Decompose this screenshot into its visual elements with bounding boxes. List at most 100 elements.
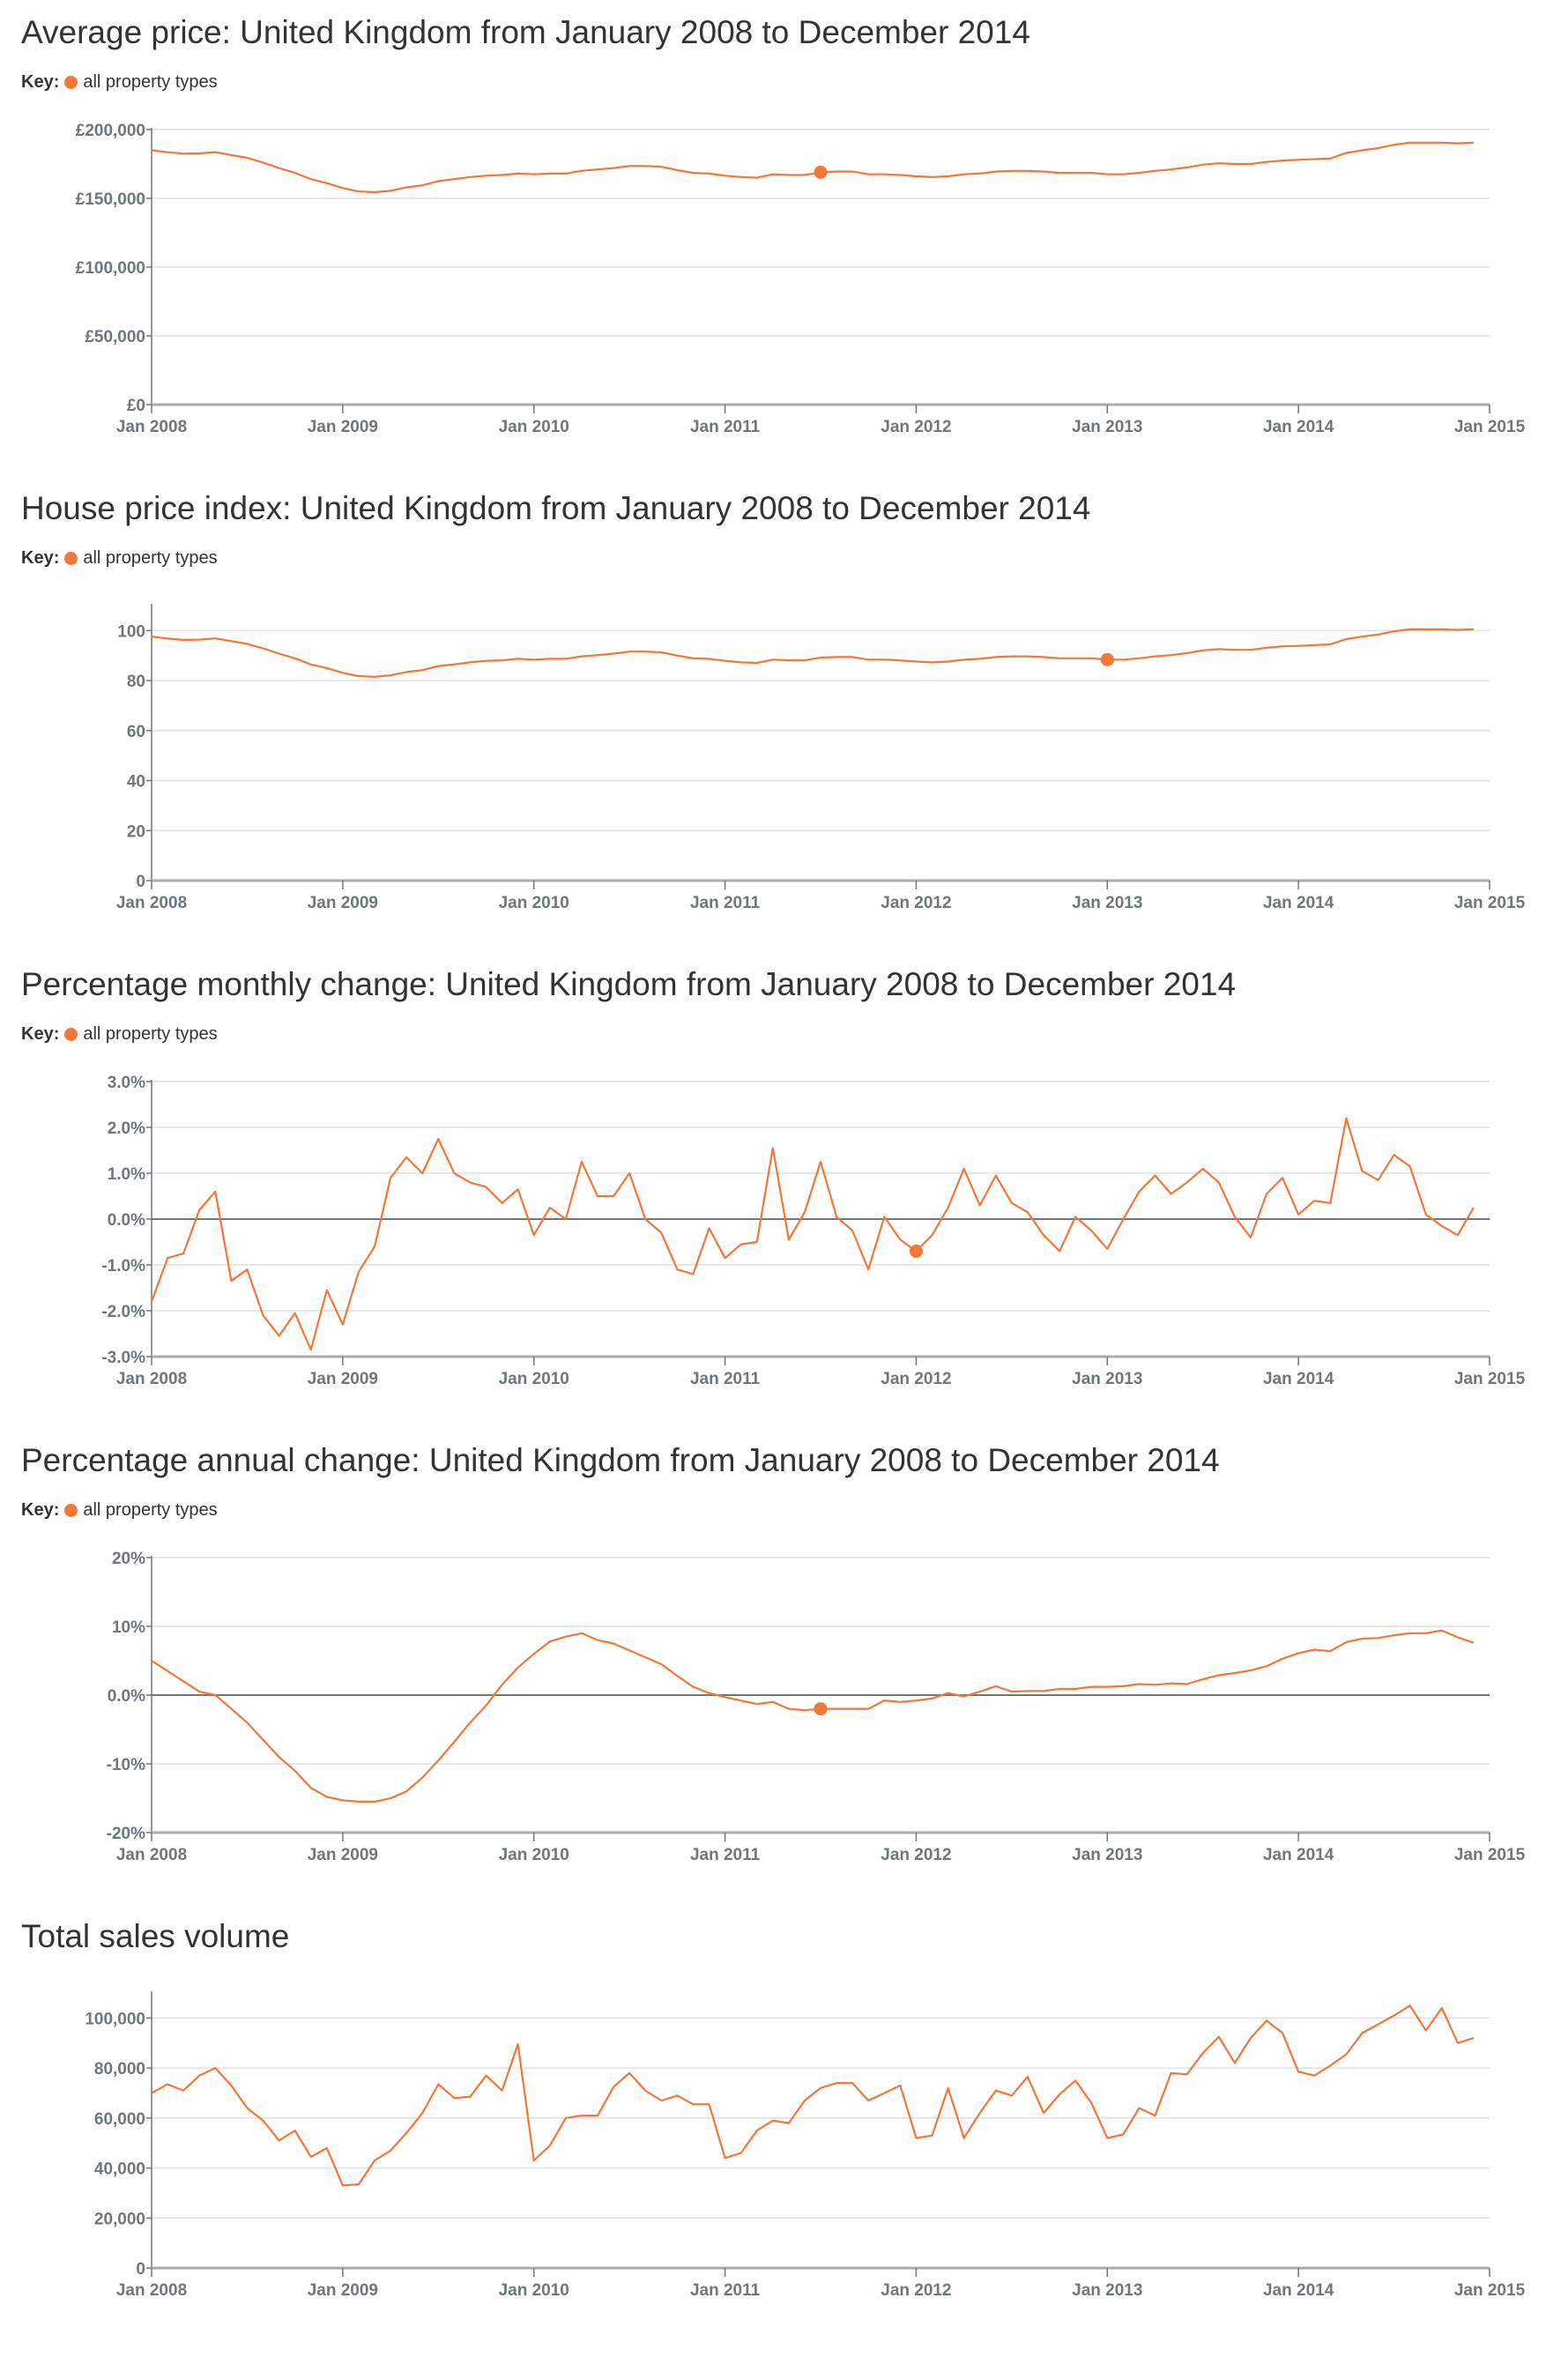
y-tick-label: £200,000 — [76, 122, 145, 140]
x-tick-label: Jan 2008 — [116, 1370, 187, 1388]
y-tick-label: 80,000 — [94, 2060, 145, 2079]
x-tick-label: Jan 2008 — [116, 2281, 187, 2300]
x-tick-label: Jan 2015 — [1454, 2281, 1526, 2300]
x-tick-label: Jan 2008 — [116, 418, 187, 436]
y-tick-label: 20,000 — [94, 2210, 145, 2228]
legend-series-name: all property types — [83, 1500, 218, 1520]
legend-dot-icon — [64, 552, 78, 565]
chart-svg: -20% -10% 0.0% 10% 20% Jan 2008 Jan 2009 Jan 20… — [107, 1550, 1526, 1864]
x-tick-label: Jan 2013 — [1072, 2281, 1142, 2300]
x-tick-label: Jan 2014 — [1263, 1846, 1334, 1864]
series-line — [151, 1629, 1475, 1803]
y-tick-label: 40,000 — [94, 2161, 145, 2179]
x-tick-label: Jan 2012 — [881, 894, 951, 912]
x-tick-label: Jan 2010 — [499, 1846, 569, 1864]
y-tick-label: 60,000 — [94, 2110, 145, 2129]
chart-section: House price index: United Kingdom from J… — [0, 476, 1546, 952]
chart-legend: Key: all property types — [21, 548, 218, 569]
chart-title: House price index: United Kingdom from J… — [21, 490, 1091, 526]
chart-svg: 0 20,000 40,000 60,000 80,000 100,000 Jan 2008… — [85, 1991, 1526, 2300]
chart-title: Percentage annual change: United Kingdom… — [21, 1442, 1220, 1478]
legend-label: Key: — [21, 1024, 60, 1044]
x-tick-label: Jan 2012 — [881, 1846, 951, 1864]
legend-dot-icon — [64, 76, 78, 89]
y-tick-label: 60 — [127, 723, 145, 741]
x-tick-label: Jan 2010 — [499, 1370, 569, 1388]
x-tick-label: Jan 2013 — [1072, 1846, 1142, 1864]
chart-legend: Key: all property types — [21, 72, 218, 93]
x-tick-label: Jan 2010 — [499, 2281, 569, 2300]
y-tick-label: 0.0% — [108, 1211, 145, 1230]
x-tick-label: Jan 2010 — [499, 418, 569, 436]
chart-svg: -3.0% -2.0% -1.0% 0.0% 1.0% 2.0% 3.0% Jan 2008 J… — [101, 1074, 1526, 1388]
series-line — [150, 1117, 1475, 1351]
y-tick-label: £50,000 — [85, 328, 145, 346]
x-tick-label: Jan 2014 — [1263, 1370, 1334, 1388]
x-tick-label: Jan 2015 — [1454, 1370, 1526, 1388]
y-tick-label: 40 — [127, 773, 145, 792]
x-tick-label: Jan 2010 — [499, 894, 569, 912]
y-tick-label: £100,000 — [76, 259, 145, 278]
x-tick-label: Jan 2015 — [1454, 1846, 1526, 1864]
legend-label: Key: — [21, 72, 60, 92]
legend-series-name: all property types — [83, 548, 218, 568]
legend-series-name: all property types — [83, 72, 218, 92]
highlight-point[interactable] — [814, 1702, 828, 1716]
series-line — [151, 2004, 1475, 2187]
x-tick-label: Jan 2013 — [1072, 418, 1142, 436]
x-tick-label: Jan 2009 — [308, 418, 378, 436]
y-tick-label: -10% — [107, 1756, 145, 1774]
x-tick-label: Jan 2011 — [690, 1846, 761, 1864]
x-tick-label: Jan 2009 — [308, 1370, 378, 1388]
x-tick-label: Jan 2011 — [690, 418, 761, 436]
x-tick-label: Jan 2012 — [881, 418, 951, 436]
y-tick-label: 10% — [112, 1618, 145, 1637]
x-tick-label: Jan 2009 — [308, 1846, 378, 1864]
x-tick-label: Jan 2014 — [1263, 894, 1334, 912]
highlight-point[interactable] — [909, 1244, 923, 1258]
y-tick-label: 3.0% — [108, 1074, 145, 1092]
x-tick-label: Jan 2013 — [1072, 1370, 1142, 1388]
y-tick-label: 20 — [127, 822, 145, 841]
y-tick-label: £150,000 — [76, 190, 145, 209]
chart-section: Total sales volume 0 20,000 40,000 60,000 80,… — [0, 1904, 1546, 2380]
chart-section: Percentage monthly change: United Kingdo… — [0, 952, 1546, 1428]
series-line — [151, 141, 1474, 194]
x-tick-label: Jan 2011 — [690, 894, 761, 912]
x-tick-label: Jan 2012 — [881, 2281, 951, 2300]
legend-label: Key: — [21, 548, 60, 568]
y-tick-label: 1.0% — [108, 1165, 145, 1184]
chart-title: Percentage monthly change: United Kingdo… — [21, 966, 1237, 1002]
x-tick-label: Jan 2013 — [1072, 894, 1142, 912]
x-tick-label: Jan 2009 — [308, 2281, 378, 2300]
x-tick-label: Jan 2015 — [1454, 894, 1526, 912]
x-tick-label: Jan 2014 — [1263, 2281, 1334, 2300]
series-line — [151, 628, 1474, 678]
y-tick-label: 20% — [112, 1550, 145, 1568]
y-tick-label: £0 — [127, 397, 145, 415]
x-tick-label: Jan 2008 — [116, 894, 187, 912]
legend-series-name: all property types — [83, 1024, 218, 1044]
y-tick-label: 80 — [127, 673, 145, 691]
x-tick-label: Jan 2014 — [1263, 418, 1334, 436]
highlight-point[interactable] — [1100, 652, 1114, 666]
x-tick-label: Jan 2015 — [1454, 418, 1526, 436]
y-tick-label: 2.0% — [108, 1119, 145, 1138]
y-tick-label: 0 — [136, 873, 145, 891]
legend-dot-icon — [64, 1028, 78, 1041]
y-tick-label: 100 — [117, 622, 145, 641]
chart-section: Average price: United Kingdom from Janua… — [0, 0, 1546, 476]
y-tick-label: -2.0% — [101, 1303, 145, 1321]
x-tick-label: Jan 2012 — [881, 1370, 951, 1388]
highlight-point[interactable] — [814, 165, 828, 179]
y-tick-label: -3.0% — [101, 1349, 145, 1367]
legend-dot-icon — [64, 1504, 78, 1517]
x-tick-label: Jan 2008 — [116, 1846, 187, 1864]
legend-label: Key: — [21, 1500, 60, 1520]
y-tick-label: -1.0% — [101, 1257, 145, 1276]
y-tick-label: 0.0% — [108, 1687, 145, 1706]
x-tick-label: Jan 2011 — [690, 2281, 761, 2300]
y-tick-label: -20% — [107, 1825, 145, 1843]
y-tick-label: 100,000 — [85, 2010, 145, 2028]
chart-legend: Key: all property types — [21, 1500, 218, 1521]
